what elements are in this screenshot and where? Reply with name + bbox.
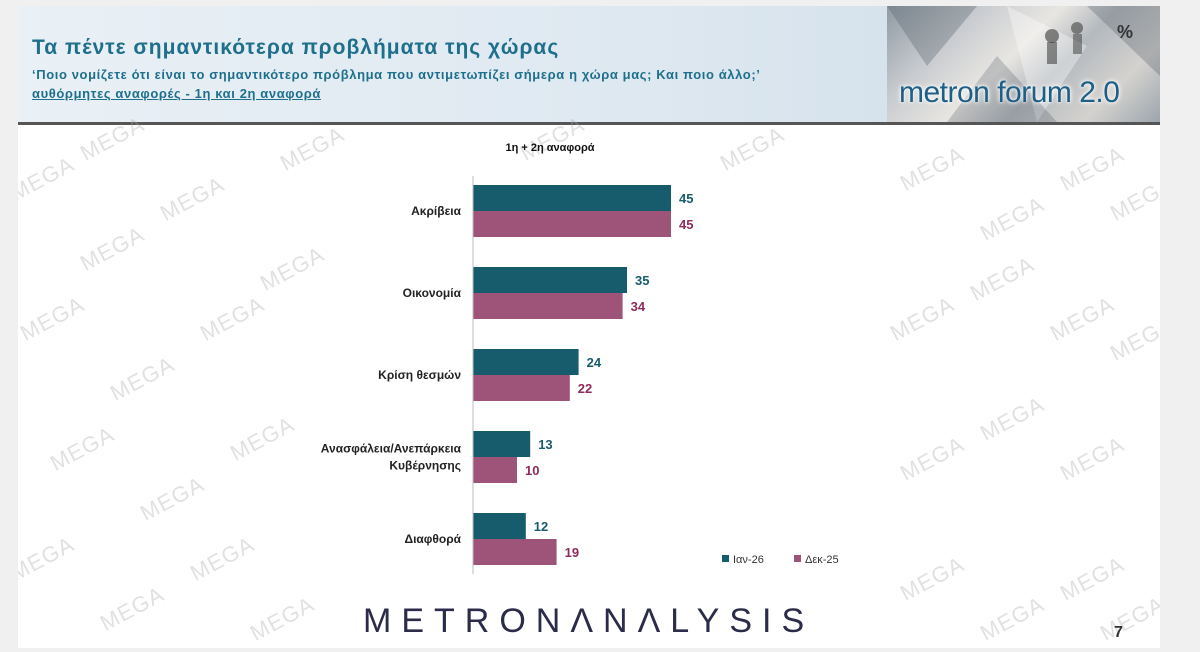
bar-chart: 1η + 2η αναφορά 45 45 Ακρίβεια 35 34 Οικονομί… <box>321 142 839 574</box>
chart-title: 1η + 2η αναφορά <box>505 142 594 154</box>
survey-question-note: αυθόρμητες αναφορές - 1η και 2η αναφορά <box>32 86 321 101</box>
page-title: Τα πέντε σημαντικότερα προβλήματα της χώ… <box>32 36 560 59</box>
data-label: 45 <box>679 217 693 232</box>
metron-forum-logo: % metron forum 2.0 <box>887 6 1160 122</box>
category-label: Ανασφάλεια/Ανεπάρκεια <box>321 442 462 456</box>
slide: Τα πέντε σημαντικότερα προβλήματα της χώ… <box>18 6 1160 648</box>
bar-series-2 <box>473 375 570 401</box>
header-divider <box>18 122 1160 125</box>
logo-background-art <box>887 6 1160 122</box>
category-label: Διαφθορά <box>404 532 461 546</box>
chart-bars: 45 45 Ακρίβεια 35 34 Οικονομία 24 22 Κρίση θεσμώ… <box>321 176 693 574</box>
data-label: 13 <box>538 437 552 452</box>
data-label: 10 <box>525 463 539 478</box>
bar-series-1 <box>473 513 526 539</box>
data-label: 45 <box>679 191 693 206</box>
header-banner: Τα πέντε σημαντικότερα προβλήματα της χώ… <box>18 6 1160 122</box>
bar-series-1 <box>473 185 671 211</box>
bar-series-2 <box>473 293 623 319</box>
logo-percent-badge: % <box>1117 22 1134 42</box>
bar-series-1 <box>473 349 579 375</box>
data-label: 19 <box>565 545 579 560</box>
category-label: Οικονομία <box>403 286 462 300</box>
bar-series-2 <box>473 457 517 483</box>
bar-series-2 <box>473 539 557 565</box>
legend-swatch <box>722 555 729 562</box>
metronanalysis-logo: METRONΛNΛLYSIS <box>363 602 815 640</box>
bar-series-1 <box>473 267 627 293</box>
legend-swatch <box>794 555 801 562</box>
chart-legend: Ιαν-26 Δεκ-25 <box>722 554 839 566</box>
bar-series-1 <box>473 431 531 457</box>
page-number: 7 <box>1114 624 1123 641</box>
data-label: 22 <box>578 381 592 396</box>
data-label: 24 <box>587 355 602 370</box>
data-label: 35 <box>635 273 649 288</box>
category-label: Κυβέρνησης <box>389 459 461 473</box>
data-label: 12 <box>534 519 548 534</box>
logo-text: metron forum 2.0 <box>899 76 1120 109</box>
legend-label: Δεκ-25 <box>805 554 839 566</box>
category-label: Ακρίβεια <box>411 204 461 218</box>
bar-series-2 <box>473 211 671 237</box>
data-label: 34 <box>631 299 646 314</box>
category-label: Κρίση θεσμών <box>378 368 461 382</box>
legend-label: Ιαν-26 <box>733 554 764 566</box>
survey-question: ‘Ποιο νομίζετε ότι είναι το σημαντικότερ… <box>32 67 761 82</box>
